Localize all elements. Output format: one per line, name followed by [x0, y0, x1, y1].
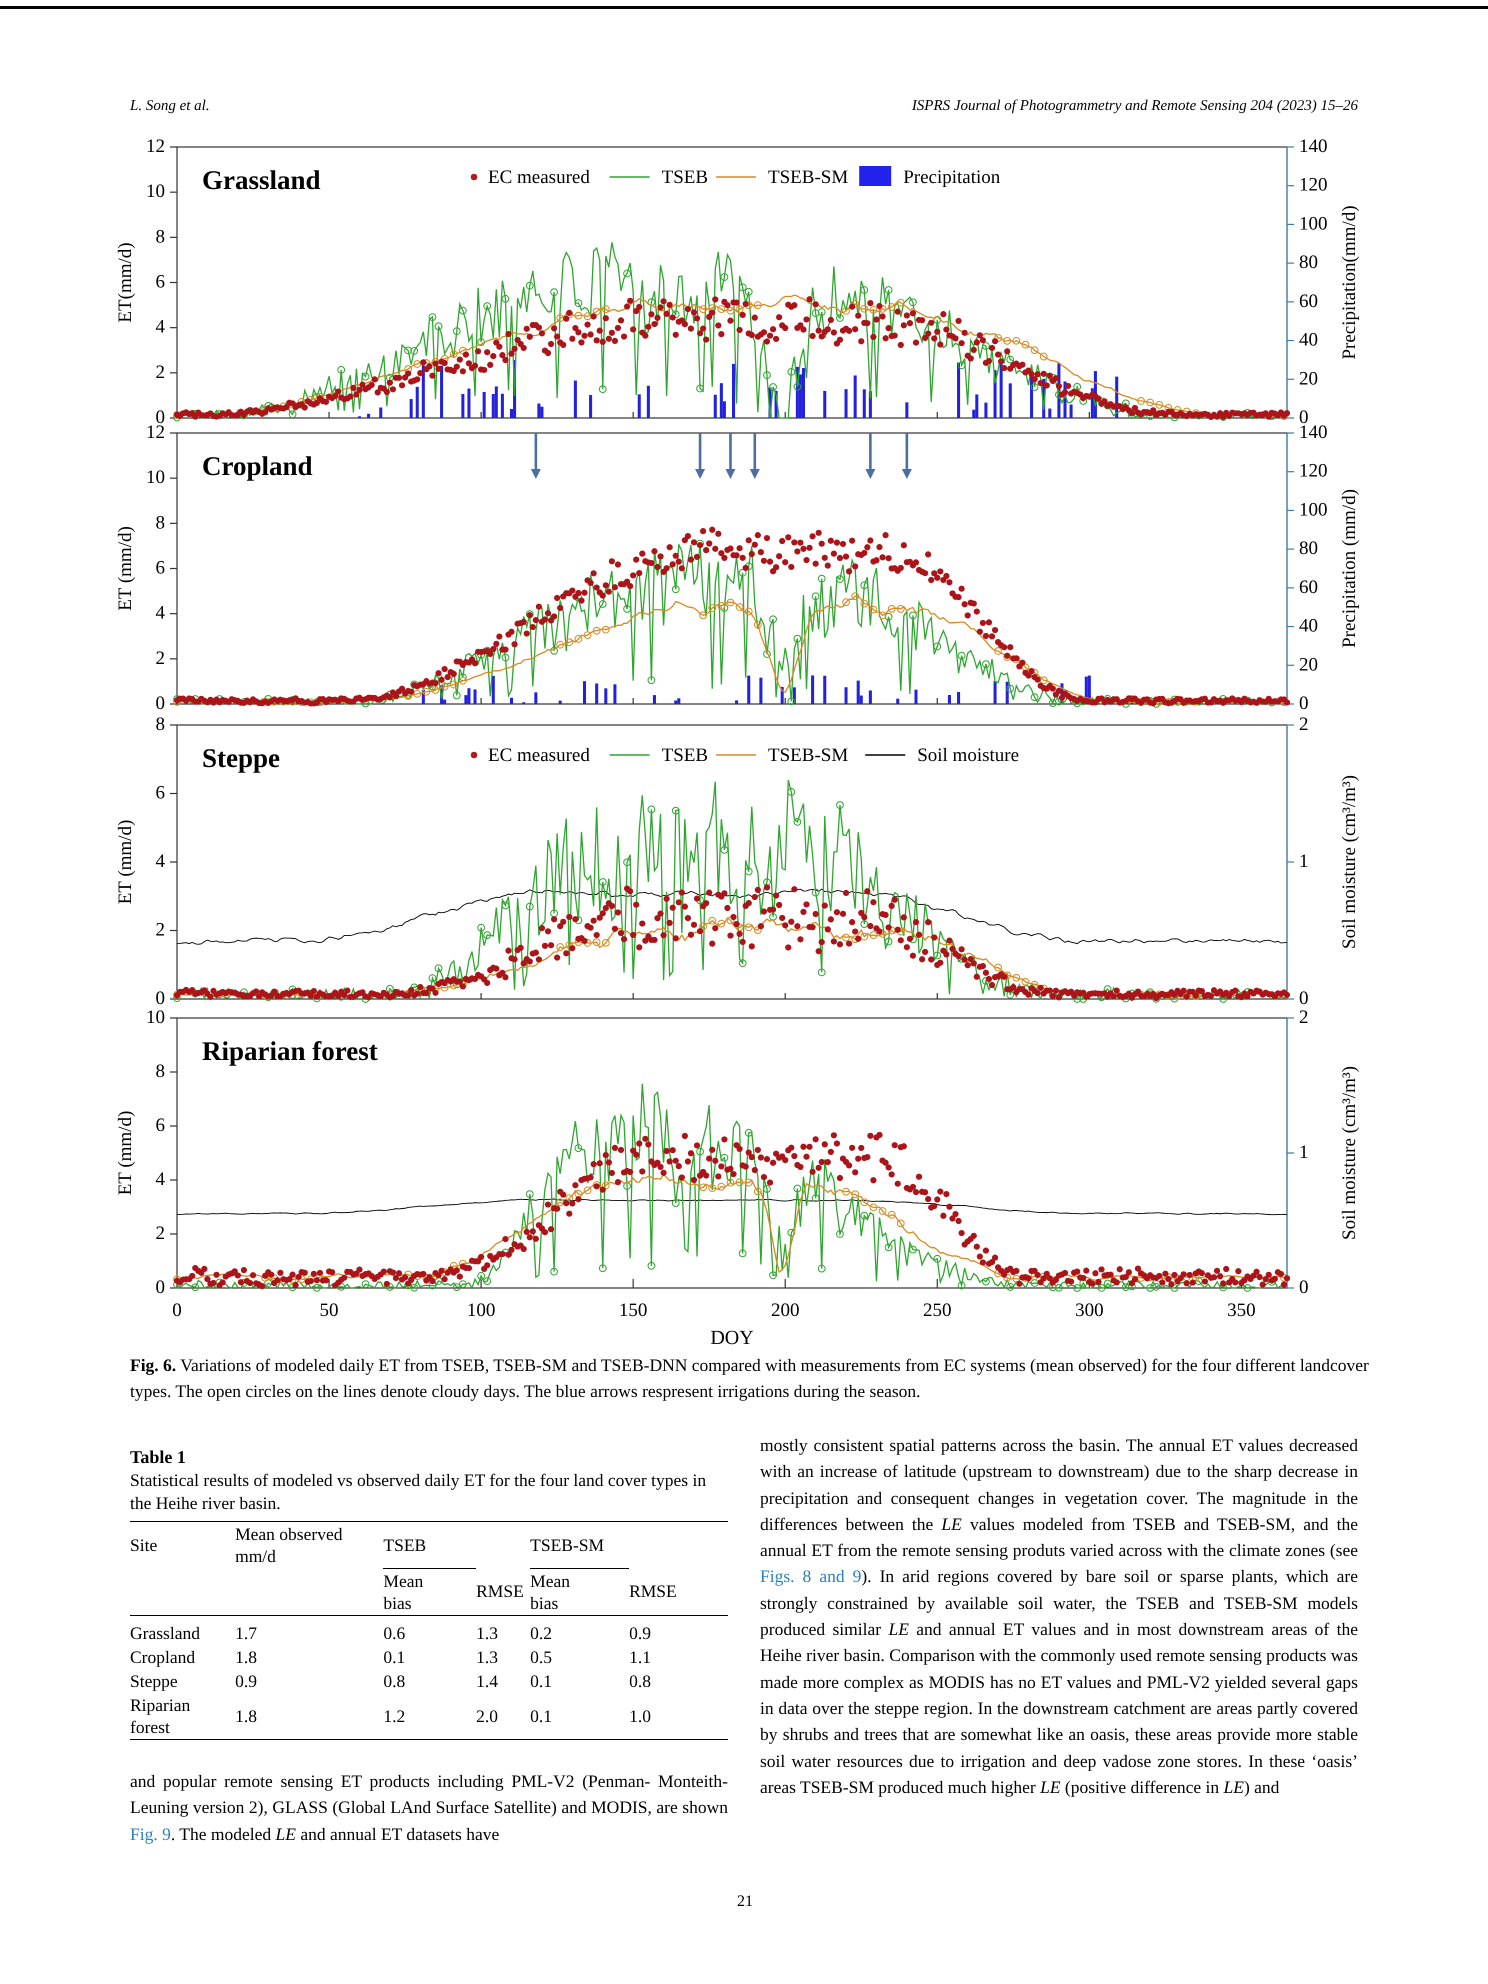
svg-text:20: 20 [1299, 368, 1318, 389]
svg-text:200: 200 [771, 1300, 800, 1321]
svg-text:8: 8 [156, 714, 166, 735]
svg-text:40: 40 [1299, 616, 1318, 637]
svg-text:0: 0 [172, 1300, 182, 1321]
svg-text:TSEB: TSEB [662, 167, 708, 188]
svg-text:100: 100 [1299, 213, 1328, 234]
svg-text:8: 8 [156, 1061, 166, 1082]
svg-text:TSEB-SM: TSEB-SM [768, 167, 848, 188]
svg-text:Soil moisture (cm³/m³): Soil moisture (cm³/m³) [1339, 775, 1360, 949]
svg-text:20: 20 [1299, 654, 1318, 675]
svg-text:Grassland: Grassland [202, 165, 321, 195]
svg-text:0: 0 [156, 693, 166, 714]
svg-text:1: 1 [1299, 1142, 1309, 1163]
svg-text:80: 80 [1299, 252, 1318, 273]
svg-text:6: 6 [156, 272, 166, 293]
svg-text:Precipitation: Precipitation [903, 167, 1001, 188]
svg-text:6: 6 [156, 783, 166, 804]
svg-text:6: 6 [156, 1115, 166, 1136]
svg-text:4: 4 [156, 317, 166, 338]
svg-text:Soil moisture (cm³/m³): Soil moisture (cm³/m³) [1339, 1066, 1360, 1240]
svg-text:Cropland: Cropland [202, 451, 313, 481]
svg-text:EC measured: EC measured [488, 167, 590, 188]
svg-text:Precipitation(mm/d): Precipitation(mm/d) [1339, 205, 1360, 359]
svg-text:2: 2 [156, 648, 166, 669]
svg-text:2: 2 [156, 920, 166, 941]
svg-text:ET (mm/d): ET (mm/d) [115, 820, 136, 905]
svg-text:80: 80 [1299, 538, 1318, 559]
svg-text:Precipitation (mm/d): Precipitation (mm/d) [1339, 489, 1360, 648]
svg-text:1: 1 [1299, 851, 1309, 872]
svg-text:150: 150 [619, 1300, 648, 1321]
svg-text:ET (mm/d): ET (mm/d) [115, 526, 136, 611]
svg-text:6: 6 [156, 558, 166, 579]
svg-text:0: 0 [156, 988, 166, 1009]
svg-text:DOY: DOY [710, 1327, 753, 1349]
svg-text:100: 100 [1299, 499, 1328, 520]
svg-text:120: 120 [1299, 461, 1328, 482]
svg-text:250: 250 [923, 1300, 952, 1321]
svg-text:0: 0 [156, 1277, 166, 1298]
svg-text:140: 140 [1299, 422, 1328, 443]
svg-text:12: 12 [146, 422, 165, 443]
svg-text:Riparian forest: Riparian forest [202, 1036, 378, 1066]
svg-text:2: 2 [156, 1223, 166, 1244]
svg-text:8: 8 [156, 512, 166, 533]
svg-text:8: 8 [156, 226, 166, 247]
svg-text:4: 4 [156, 603, 166, 624]
svg-text:60: 60 [1299, 291, 1318, 312]
svg-text:140: 140 [1299, 136, 1328, 157]
svg-text:ET (mm/d): ET (mm/d) [115, 1111, 136, 1196]
svg-text:100: 100 [467, 1300, 496, 1321]
svg-text:2: 2 [156, 362, 166, 383]
svg-text:60: 60 [1299, 577, 1318, 598]
svg-text:ET(mm/d): ET(mm/d) [115, 242, 136, 322]
svg-text:4: 4 [156, 1169, 166, 1190]
svg-text:10: 10 [146, 467, 165, 488]
svg-text:120: 120 [1299, 175, 1328, 196]
svg-text:TSEB: TSEB [662, 745, 708, 766]
svg-text:10: 10 [146, 1007, 165, 1028]
svg-text:350: 350 [1227, 1300, 1256, 1321]
svg-text:2: 2 [1299, 714, 1309, 735]
svg-text:0: 0 [1299, 1277, 1309, 1298]
svg-text:2: 2 [1299, 1007, 1309, 1028]
svg-text:12: 12 [146, 136, 165, 157]
svg-text:Soil moisture: Soil moisture [917, 745, 1019, 766]
svg-text:50: 50 [320, 1300, 339, 1321]
svg-text:300: 300 [1075, 1300, 1104, 1321]
svg-text:40: 40 [1299, 330, 1318, 351]
svg-text:EC measured: EC measured [488, 745, 590, 766]
svg-text:10: 10 [146, 181, 165, 202]
svg-text:0: 0 [1299, 988, 1309, 1009]
svg-text:4: 4 [156, 851, 166, 872]
svg-text:TSEB-SM: TSEB-SM [768, 745, 848, 766]
svg-text:Steppe: Steppe [202, 743, 280, 773]
svg-text:0: 0 [1299, 693, 1309, 714]
